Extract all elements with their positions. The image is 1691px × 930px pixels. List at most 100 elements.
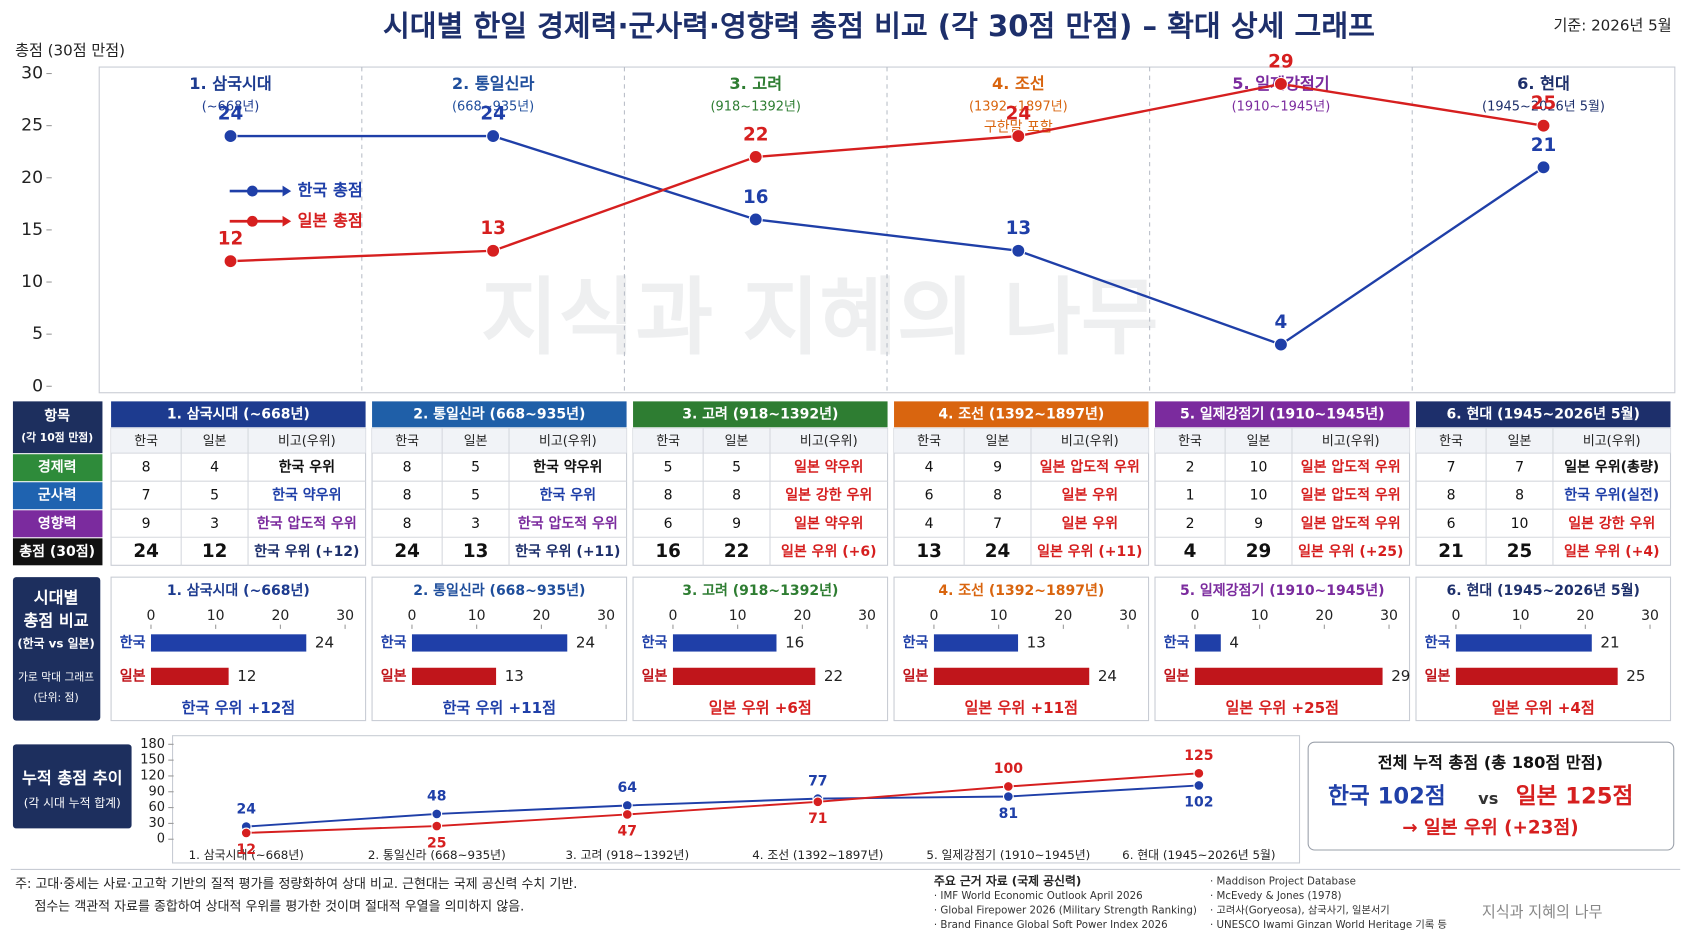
- table-cell: 일본 약우위: [794, 515, 863, 532]
- table-cell: 8: [403, 488, 412, 504]
- column-header: 일본: [1508, 434, 1532, 449]
- column-header: 한국: [134, 434, 158, 449]
- y-tick-label: 30: [21, 64, 43, 84]
- section-sublabel: (각 시대 누적 합계): [24, 796, 121, 810]
- y-tick-label: 5: [32, 324, 43, 344]
- source-item: · 고려사(Goryeosa), 삼국사기, 일본서기: [1210, 904, 1390, 916]
- column-header: 비고(우위): [1322, 434, 1380, 449]
- column-header: 비고(우위): [1061, 434, 1119, 449]
- section-label: 총점 비교: [24, 611, 89, 630]
- group-header: [111, 401, 366, 428]
- footnote: 점수는 객관적 자료를 종합하여 상대적 우위를 평가한 것이며 절대적 우열을…: [35, 900, 525, 915]
- y-tick-label: 0: [32, 376, 43, 396]
- table-cell: 8: [1515, 488, 1524, 504]
- column-header: 일본: [725, 434, 749, 449]
- data-point: [1002, 791, 1014, 802]
- data-point: [223, 129, 238, 144]
- row-label: 총점 (30점): [19, 543, 95, 560]
- x-tick-label: 30: [597, 608, 615, 624]
- table-cell: 일본 우위 (+6): [781, 544, 877, 560]
- source-item: · McEvedy & Jones (1978): [1210, 890, 1342, 902]
- table-cell: 24: [394, 541, 420, 562]
- group-header: [1415, 401, 1671, 428]
- legend-label: 한국 총점: [298, 181, 363, 200]
- section-label-box: [12, 744, 132, 829]
- summary-result: → 일본 우위 (+23점): [1402, 816, 1578, 838]
- table-cell: 25: [1507, 541, 1533, 562]
- bar-value: 29: [1391, 667, 1410, 685]
- table-cell: 13: [463, 541, 489, 562]
- table-cell: 2: [1186, 460, 1195, 476]
- bar-value: 25: [1626, 667, 1645, 685]
- table-cell: 21: [1438, 541, 1464, 562]
- bar: [933, 634, 1019, 652]
- bar-value: 21: [1600, 633, 1619, 651]
- data-point: [621, 800, 633, 811]
- x-tick-label: 10: [729, 608, 747, 624]
- data-label: 22: [743, 124, 769, 145]
- table-cell: 4: [1184, 541, 1197, 562]
- row-label: 경제력: [38, 459, 77, 476]
- group-title: 2. 통일신라 (668~935년): [413, 406, 585, 422]
- footnote: 주: 고대·중세는 사료·고고학 기반의 질적 평가를 정량화하여 상대 비교.…: [15, 877, 577, 892]
- table-cell: 12: [202, 541, 228, 562]
- table-cell: 한국 압도적 우위: [257, 515, 357, 532]
- column-header: 한국: [1178, 434, 1202, 449]
- x-tick-label: 0: [1451, 608, 1460, 624]
- table-cell: 6: [925, 488, 934, 504]
- column-header: 한국: [917, 434, 941, 449]
- series-line: [230, 82, 1544, 263]
- table-cell: 일본 우위 (+25): [1298, 544, 1403, 560]
- table-cell: 29: [1246, 541, 1272, 562]
- table-cell: 8: [732, 488, 741, 504]
- bar-category: 일본: [642, 668, 668, 684]
- column-header-bg: [372, 428, 627, 454]
- legend-arrow: [282, 185, 292, 197]
- x-tick-label: 0: [1190, 608, 1199, 624]
- x-tick-label: 20: [1054, 608, 1072, 624]
- bar-value: 24: [315, 633, 334, 651]
- y-tick-label: 15: [21, 220, 43, 240]
- table-cell: 9: [142, 516, 151, 532]
- series-line: [246, 784, 1199, 828]
- y-tick-label: 120: [140, 768, 165, 783]
- data-label: 25: [1531, 93, 1557, 114]
- bar: [672, 634, 777, 652]
- group-header: [1155, 401, 1410, 428]
- group-title: 4. 조선 (1392~1897년): [938, 406, 1104, 422]
- table-cell: 22: [724, 541, 750, 562]
- table-cell: 9: [1254, 516, 1263, 532]
- table-cell: 일본 압도적 우위: [1301, 515, 1401, 532]
- column-header: 한국: [656, 434, 680, 449]
- table-cell: 6: [1447, 516, 1456, 532]
- x-tick-label: 20: [1315, 608, 1333, 624]
- summary-vs: vs: [1478, 789, 1498, 808]
- data-label: 24: [237, 801, 257, 817]
- column-header-bg: [894, 428, 1149, 454]
- bar-value: 24: [1098, 667, 1117, 685]
- y-tick-label: 90: [149, 784, 165, 799]
- bar-panel-title: 6. 현대 (1945~2026년 5월): [1447, 582, 1640, 599]
- bar: [1194, 634, 1221, 652]
- group-header: [633, 401, 888, 428]
- table-cell: 24: [985, 541, 1011, 562]
- data-label: 47: [618, 824, 637, 840]
- data-point: [812, 796, 824, 808]
- row-label-cell: [12, 454, 103, 482]
- section-label: 누적 총점 추이: [22, 768, 122, 787]
- data-point: [240, 827, 252, 839]
- group-title: 5. 일제강점기 (1910~1945년): [1180, 405, 1385, 422]
- data-label: 102: [1184, 795, 1213, 811]
- data-label: 24: [1006, 104, 1032, 125]
- data-point: [223, 254, 238, 269]
- data-point: [431, 820, 443, 832]
- table-cell: 24: [133, 541, 159, 562]
- data-label: 64: [618, 780, 638, 796]
- bar-value: 16: [785, 633, 804, 651]
- x-tick-label: 10: [207, 608, 225, 624]
- table-cell: 한국 압도적 우위: [518, 515, 618, 532]
- table-cell: 한국 우위 (+12): [254, 544, 359, 560]
- bar-category: 일본: [120, 668, 146, 684]
- data-point: [1011, 129, 1026, 144]
- row-label-cell: [12, 538, 103, 566]
